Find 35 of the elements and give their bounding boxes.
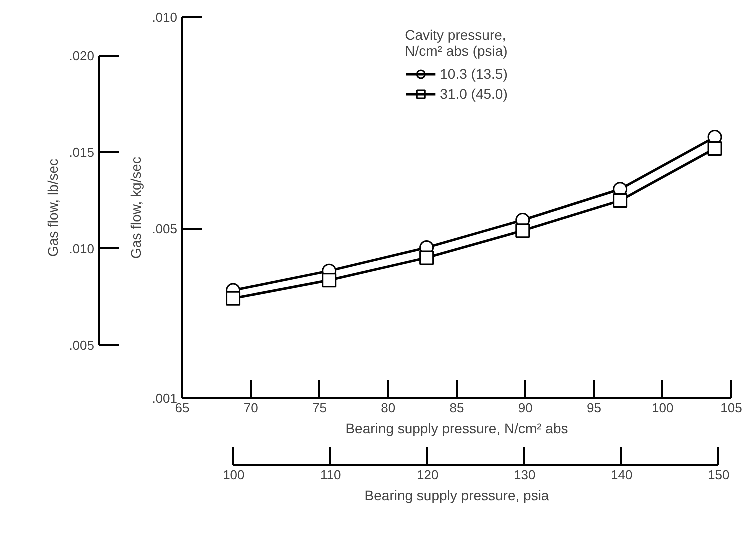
x-tick-label: 85 (450, 400, 464, 416)
x2-tick-label: 100 (223, 468, 245, 482)
x-tick-label: 65 (175, 400, 190, 416)
x-tick-label: 70 (244, 400, 258, 416)
x2-tick-label: 120 (417, 468, 439, 482)
y2-axis-title: Gas flow, lb/sec (45, 158, 62, 258)
x-tick-label: 75 (312, 400, 327, 416)
point (226, 291, 241, 306)
y2-tick-label: .015 (69, 145, 95, 160)
y2-tick-label: .005 (69, 338, 95, 353)
x-tick-label: 100 (652, 400, 674, 416)
legend-label: 10.3 (13.5) (440, 66, 508, 82)
x2-tick-label: 150 (708, 468, 730, 482)
point (420, 250, 434, 266)
x-tick-label: 105 (720, 400, 742, 416)
point (613, 194, 628, 208)
x-axis-title: Bearing supply pressure, N/cm² abs (346, 420, 568, 436)
x2-tick-label: 130 (514, 468, 536, 482)
legend-title: Cavity pressure, N/cm² abs (psia) (405, 27, 508, 59)
y-tick-label: .005 (152, 222, 178, 237)
legend-label: 31.0 (45.0) (440, 86, 508, 102)
x2-tick-label: 110 (320, 468, 342, 482)
x2-axis-title: Bearing supply pressure, psia (364, 488, 550, 504)
y2-tick-label: .020 (69, 48, 95, 64)
x2-tick-label: 140 (611, 468, 633, 482)
y-tick-label: .001 (152, 391, 178, 406)
y-axis-title: Gas flow, kg/sec (128, 157, 144, 259)
x-tick-label: 80 (381, 400, 396, 416)
y-tick-label: .010 (152, 10, 178, 25)
point (708, 141, 722, 156)
x-tick-label: 95 (587, 400, 602, 416)
y2-tick-label: .010 (69, 241, 95, 256)
point (322, 273, 337, 288)
x-tick-label: 90 (518, 400, 533, 416)
point (516, 224, 530, 238)
